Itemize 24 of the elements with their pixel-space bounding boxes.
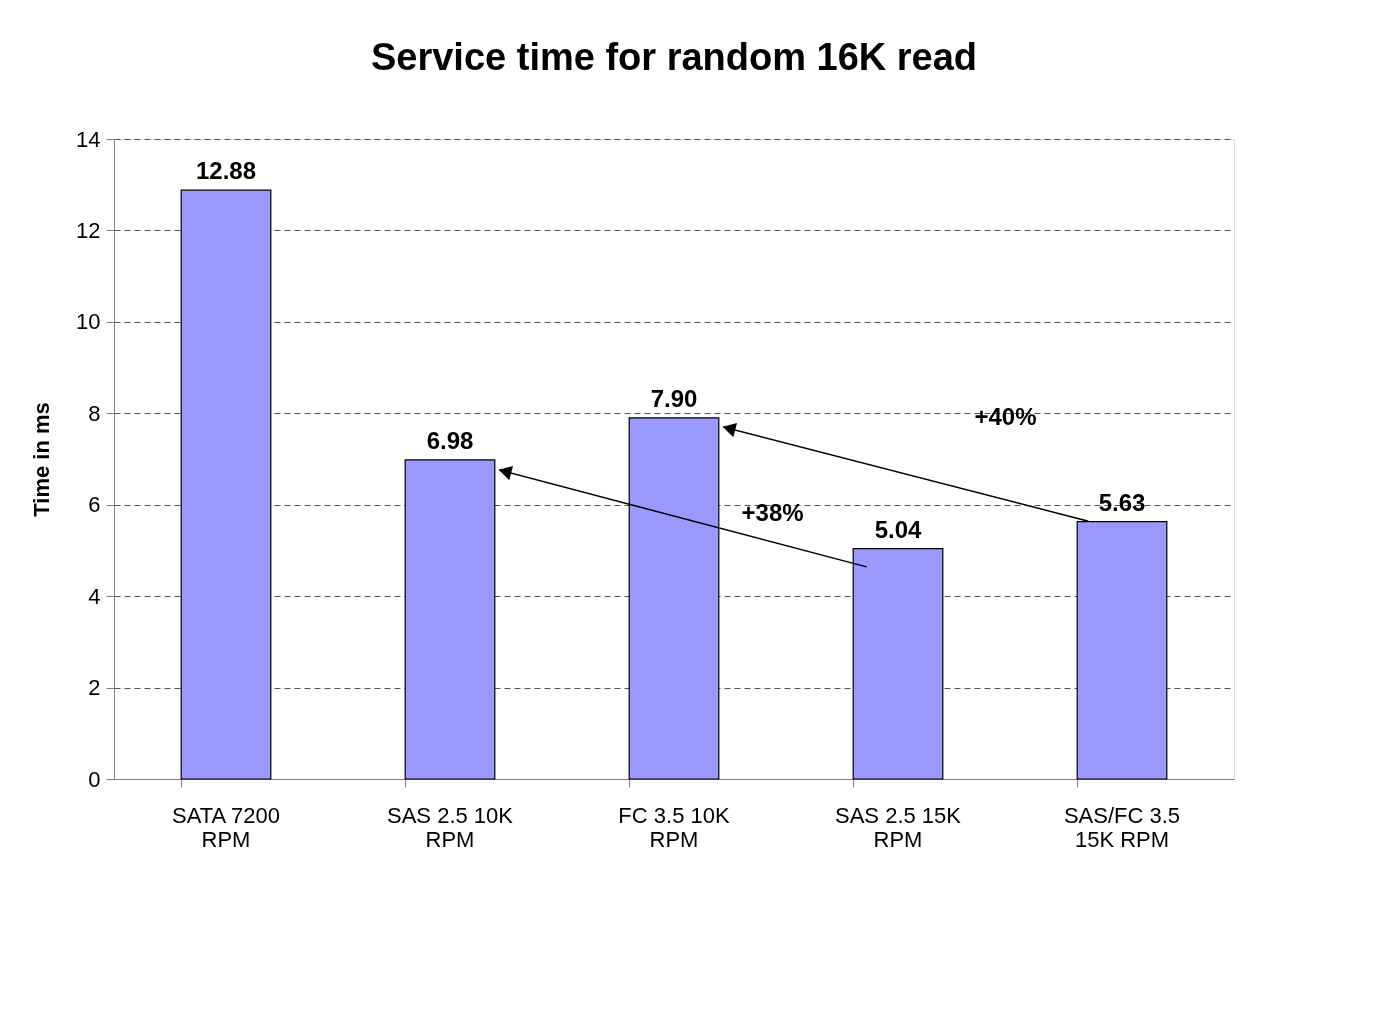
data-label: 7.90 bbox=[650, 384, 698, 412]
y-tick-label: 4 bbox=[88, 583, 101, 609]
x-tick-label: SAS 2.5 10K RPM bbox=[387, 802, 514, 852]
y-axis-title: Time in ms bbox=[29, 402, 55, 517]
y-tick-label: 2 bbox=[88, 675, 101, 701]
x-tick-label: FC 3.5 10K RPM bbox=[618, 802, 730, 852]
y-tick-label: 6 bbox=[88, 492, 101, 518]
x-tick-label: SAS/FC 3.5 15K RPM bbox=[1063, 802, 1181, 852]
chart-title: Service time for random 16K read bbox=[370, 36, 978, 78]
annotation: +38% bbox=[741, 498, 804, 526]
x-tick-label: SAS 2.5 15K RPM bbox=[835, 802, 962, 852]
y-tick-label: 8 bbox=[88, 400, 101, 426]
bar bbox=[180, 189, 272, 780]
y-tick-label: 14 bbox=[76, 126, 101, 152]
y-tick-label: 0 bbox=[88, 766, 101, 792]
data-label: 12.88 bbox=[195, 157, 257, 185]
x-tick-label: SATA 7200 RPM bbox=[171, 802, 281, 852]
bar bbox=[404, 459, 496, 780]
data-label: 5.04 bbox=[874, 515, 922, 543]
y-tick-label: 10 bbox=[76, 309, 101, 335]
data-label: 6.98 bbox=[426, 426, 474, 454]
data-label: 5.63 bbox=[1098, 488, 1146, 516]
y-tick-label: 12 bbox=[76, 217, 101, 243]
annotation: +40% bbox=[974, 402, 1037, 430]
